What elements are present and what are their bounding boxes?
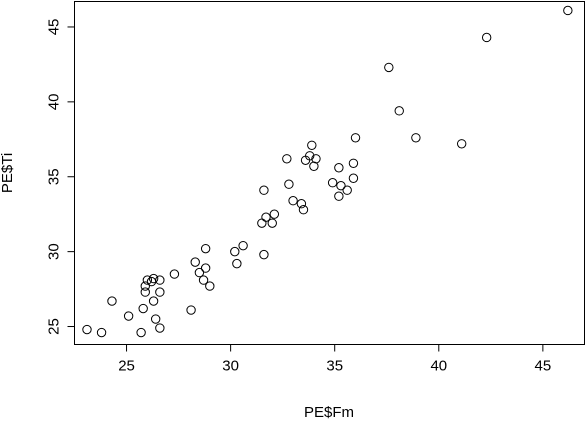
data-point (140, 287, 150, 297)
y-tick-label: 25 (46, 318, 63, 335)
data-point (348, 158, 359, 168)
x-axis-label: PE$Fm (304, 404, 354, 421)
data-point (282, 154, 292, 164)
data-point (259, 185, 269, 195)
data-point (348, 173, 359, 183)
data-point (238, 240, 248, 251)
data-point (205, 281, 215, 291)
data-point (230, 246, 240, 257)
data-point (411, 133, 421, 143)
data-point (259, 249, 269, 260)
data-point (148, 273, 159, 284)
data-point (267, 218, 277, 228)
data-point (200, 243, 211, 254)
x-tick-label: 40 (430, 358, 447, 375)
data-point (138, 303, 148, 314)
data-point (186, 305, 196, 315)
data-point (148, 296, 159, 306)
data-point (155, 287, 165, 297)
x-tick-label: 35 (326, 358, 343, 375)
data-point (311, 154, 321, 164)
data-point (307, 140, 317, 150)
y-tick-label: 35 (46, 168, 63, 185)
data-point (284, 179, 294, 189)
data-point (136, 327, 146, 338)
x-tick-label: 30 (222, 358, 239, 375)
data-point (384, 62, 394, 73)
plot-frame (74, 1, 585, 345)
data-point (232, 258, 242, 269)
data-point (169, 269, 180, 279)
data-point (456, 139, 467, 149)
y-tick-label: 45 (46, 19, 63, 36)
data-point (190, 257, 200, 267)
data-point (269, 209, 280, 219)
data-point (82, 324, 92, 335)
x-tick-label: 25 (118, 358, 135, 375)
x-axis: 25 30 35 40 45 (118, 344, 552, 375)
data-point (296, 199, 307, 209)
data-point (150, 314, 161, 324)
x-tick-label: 45 (535, 358, 552, 375)
data-point (140, 281, 150, 291)
data-point (481, 32, 492, 43)
data-point (342, 185, 352, 195)
data-point (198, 275, 209, 285)
y-axis: 25 30 35 40 45 (46, 19, 75, 335)
data-point (305, 151, 315, 161)
data-point (261, 212, 271, 222)
data-point (288, 196, 298, 206)
data-point (298, 204, 309, 215)
data-points (82, 5, 573, 338)
data-point (257, 218, 267, 228)
y-tick-label: 40 (46, 94, 63, 111)
data-point (155, 275, 165, 285)
data-point (142, 275, 153, 285)
data-point (96, 327, 107, 338)
y-axis-label: PE$Ti (0, 153, 16, 193)
data-point (327, 178, 338, 188)
data-point (155, 323, 165, 333)
y-tick-label: 30 (46, 243, 63, 260)
data-point (563, 5, 573, 16)
data-point (123, 311, 134, 321)
data-point (194, 267, 205, 278)
data-point (334, 163, 344, 173)
data-point (336, 181, 346, 191)
data-point (200, 263, 211, 273)
data-point (334, 191, 344, 201)
data-point (350, 133, 361, 143)
data-point (107, 296, 117, 306)
data-point (394, 106, 404, 116)
